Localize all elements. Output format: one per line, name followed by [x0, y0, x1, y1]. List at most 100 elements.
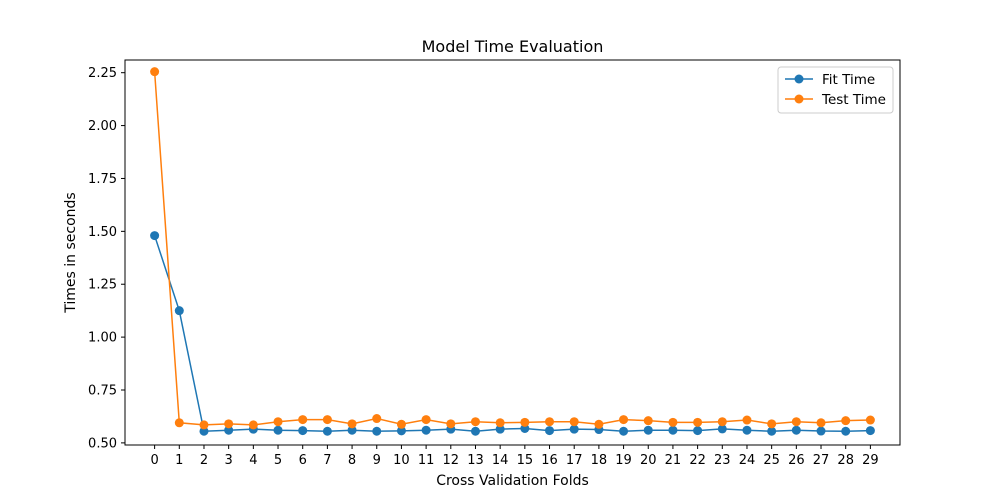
y-tick-label: 0.50 [88, 436, 117, 451]
x-tick-label: 26 [788, 453, 805, 468]
data-point-test-time [470, 417, 480, 427]
data-point-test-time [594, 419, 604, 429]
data-point-fit-time [816, 426, 826, 436]
x-tick-label: 24 [739, 453, 756, 468]
data-point-test-time [446, 419, 456, 429]
x-tick-label: 28 [837, 453, 854, 468]
x-tick-label: 2 [200, 453, 208, 468]
legend-marker-test-time [794, 94, 804, 104]
ticks-layer: 0 1 2 3 4 5 6 7 8 9 10 11 12 13 14 15 16 17 18 19 20 21 22 23 24… [88, 66, 879, 468]
data-point-fit-time [693, 426, 703, 436]
data-point-test-time [717, 417, 727, 427]
data-point-test-time [742, 415, 752, 425]
x-tick-label: 5 [274, 453, 282, 468]
data-point-test-time [545, 417, 555, 427]
y-tick-label: 1.75 [88, 172, 117, 187]
data-point-test-time [150, 67, 160, 77]
data-point-test-time [495, 418, 505, 428]
data-point-fit-time [643, 425, 653, 435]
y-axis-label: Times in seconds [63, 192, 79, 313]
data-point-fit-time [347, 425, 357, 435]
y-tick-label: 2.00 [88, 119, 117, 134]
data-point-fit-time [545, 426, 555, 436]
x-tick-label: 15 [517, 453, 534, 468]
data-point-test-time [668, 417, 678, 427]
x-tick-label: 11 [418, 453, 435, 468]
y-tick-label: 2.25 [88, 66, 117, 81]
data-point-fit-time [717, 424, 727, 434]
data-point-fit-time [273, 425, 283, 435]
data-point-test-time [791, 417, 801, 427]
data-point-fit-time [224, 425, 234, 435]
data-point-test-time [174, 418, 184, 428]
data-point-fit-time [495, 424, 505, 434]
data-point-fit-time [199, 426, 209, 436]
data-point-test-time [569, 417, 579, 427]
data-point-fit-time [470, 426, 480, 436]
legend-marker-fit-time [794, 74, 804, 84]
data-point-test-time [619, 415, 629, 425]
x-tick-label: 9 [373, 453, 381, 468]
data-point-fit-time [791, 425, 801, 435]
data-point-test-time [347, 419, 357, 429]
x-tick-label: 0 [150, 453, 158, 468]
x-tick-label: 20 [640, 453, 657, 468]
data-point-test-time [372, 414, 382, 424]
series-layer [150, 67, 875, 436]
x-tick-label: 6 [299, 453, 307, 468]
plot-frame [124, 59, 901, 446]
data-point-fit-time [841, 426, 851, 436]
x-tick-label: 7 [323, 453, 331, 468]
y-tick-label: 1.25 [88, 278, 117, 293]
y-tick-label: 0.75 [88, 384, 117, 399]
data-point-fit-time [742, 425, 752, 435]
data-point-test-time [767, 419, 777, 429]
x-tick-label: 22 [689, 453, 706, 468]
data-point-fit-time [396, 426, 406, 436]
x-tick-label: 18 [591, 453, 608, 468]
legend-label-fit-time: Fit Time [822, 72, 875, 88]
x-tick-label: 29 [862, 453, 879, 468]
plot-area [125, 60, 900, 445]
data-point-test-time [693, 417, 703, 427]
legend: Fit Time Test Time [777, 66, 894, 114]
data-point-test-time [520, 417, 530, 427]
data-point-fit-time [421, 425, 431, 435]
y-tick-label: 1.00 [88, 331, 117, 346]
data-point-test-time [643, 416, 653, 426]
x-tick-label: 23 [714, 453, 731, 468]
x-tick-label: 16 [541, 453, 558, 468]
data-point-fit-time [865, 426, 875, 436]
data-point-test-time [298, 415, 308, 425]
data-point-test-time [396, 419, 406, 429]
data-point-fit-time [668, 425, 678, 435]
data-point-fit-time [298, 426, 308, 436]
x-tick-label: 10 [393, 453, 410, 468]
x-tick-label: 17 [566, 453, 583, 468]
data-point-fit-time [767, 426, 777, 436]
x-tick-label: 27 [813, 453, 830, 468]
x-tick-label: 12 [443, 453, 460, 468]
data-point-test-time [224, 419, 234, 429]
chart-title: Model Time Evaluation [422, 37, 604, 56]
x-tick-label: 13 [467, 453, 484, 468]
data-point-fit-time [569, 424, 579, 434]
x-tick-label: 4 [249, 453, 257, 468]
x-tick-label: 19 [615, 453, 632, 468]
data-point-fit-time [150, 231, 160, 241]
x-tick-label: 3 [225, 453, 233, 468]
data-point-fit-time [619, 426, 629, 436]
x-tick-label: 21 [665, 453, 682, 468]
data-point-test-time [865, 415, 875, 425]
x-tick-label: 14 [492, 453, 509, 468]
data-point-test-time [273, 417, 283, 427]
x-tick-label: 8 [348, 453, 356, 468]
data-point-test-time [248, 420, 258, 430]
data-point-fit-time [174, 306, 184, 316]
data-point-fit-time [372, 426, 382, 436]
data-point-test-time [199, 420, 209, 430]
data-point-test-time [322, 415, 332, 425]
data-point-test-time [421, 415, 431, 425]
